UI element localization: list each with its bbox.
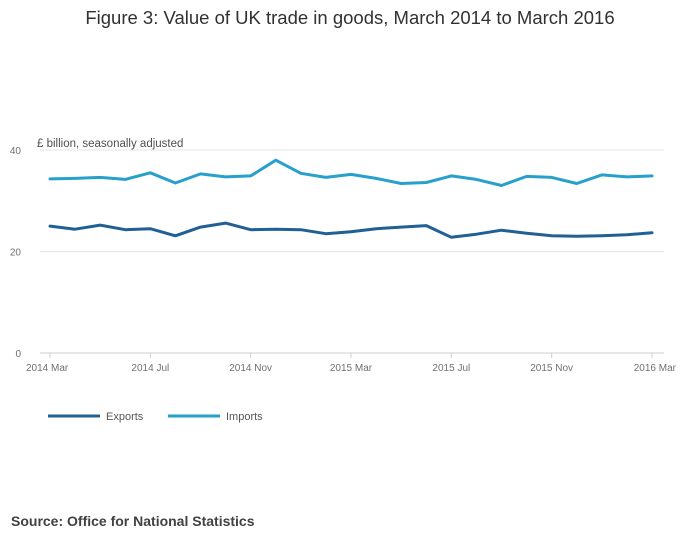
x-tick-label-2014-mar: 2014 Mar: [26, 363, 69, 374]
x-tick-label-2015-jul: 2015 Jul: [432, 363, 470, 374]
series-line-imports: [48, 158, 654, 187]
legend: Exports Imports: [48, 411, 263, 423]
legend-label-imports: Imports: [226, 411, 263, 423]
x-tick-label-2016-mar: 2016 Mar: [634, 363, 677, 374]
y-axis-title: £ billion, seasonally adjusted: [37, 138, 183, 150]
chart-title: Figure 3: Value of UK trade in goods, Ma…: [85, 7, 615, 28]
series-lines: [48, 158, 654, 239]
x-tick-label-2014-jul: 2014 Jul: [131, 363, 169, 374]
x-axis: 2014 Mar 2014 Jul 2014 Nov 2015 Mar 2015 Jul…: [26, 353, 677, 374]
legend-label-exports: Exports: [106, 411, 144, 423]
series-line-exports: [48, 221, 654, 239]
x-tick-label-2014-nov: 2014 Nov: [229, 363, 272, 374]
x-tick-label-2015-mar: 2015 Mar: [330, 363, 373, 374]
y-axis-ticks: 0 20 40: [10, 146, 22, 360]
y-tick-label-20: 20: [10, 248, 22, 259]
source-note: Source: Office for National Statistics: [11, 513, 255, 529]
grid-lines: [40, 149, 664, 354]
y-tick-label-40: 40: [10, 146, 22, 157]
x-tick-label-2015-nov: 2015 Nov: [530, 363, 573, 374]
y-tick-label-0: 0: [15, 349, 21, 360]
